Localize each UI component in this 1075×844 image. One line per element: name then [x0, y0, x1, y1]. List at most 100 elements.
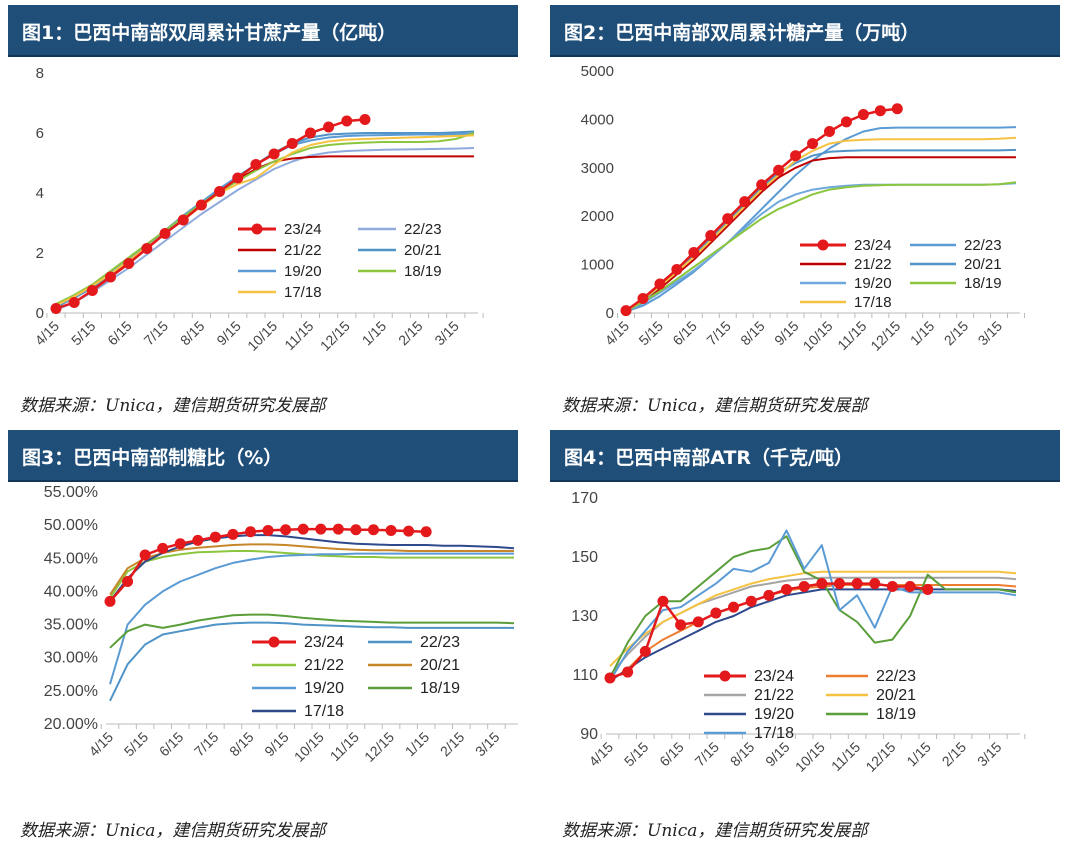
legend-label: 20/21	[876, 687, 916, 704]
data-point	[745, 595, 757, 607]
chart-title: 图2：巴西中南部双周累计糖产量（万吨）	[564, 22, 920, 44]
x-tick-label: 9/15	[771, 318, 802, 349]
x-tick-label: 4/15	[32, 318, 63, 349]
legend-label: 17/18	[304, 703, 344, 720]
y-tick-label: 8	[36, 65, 44, 82]
x-tick-label: 1/15	[359, 318, 390, 349]
x-tick-label: 2/15	[395, 318, 426, 349]
legend-label: 23/24	[754, 668, 794, 685]
x-tick-label: 4/15	[86, 729, 117, 760]
legend-label: 19/20	[854, 275, 892, 292]
y-tick-label: 6	[36, 125, 44, 142]
x-tick-label: 8/15	[727, 739, 758, 770]
data-point	[833, 578, 845, 590]
legend-label: 19/20	[284, 263, 322, 280]
data-source: 数据来源：Unica，建信期货研究发展部	[562, 821, 868, 841]
series-line	[55, 147, 475, 311]
data-point	[851, 578, 863, 590]
legend-label: 23/24	[304, 634, 344, 651]
data-point	[705, 230, 717, 242]
data-point	[637, 292, 649, 304]
data-point	[268, 148, 280, 160]
x-tick-label: 8/15	[177, 318, 208, 349]
x-tick-label: 1/15	[903, 739, 934, 770]
series-line	[609, 535, 1017, 679]
data-point	[922, 583, 934, 595]
chart-title-bar: 图1：巴西中南部双周累计甘蔗产量（亿吨）	[8, 5, 518, 57]
data-point	[122, 575, 134, 587]
chart-title-bar: 图3：巴西中南部制糖比（%）	[8, 430, 518, 482]
chart-title: 图3：巴西中南部制糖比（%）	[22, 447, 283, 469]
data-point	[262, 524, 274, 536]
y-tick-label: 170	[571, 490, 598, 507]
legend-label: 22/23	[876, 668, 916, 685]
y-tick-label: 40.00%	[44, 583, 98, 600]
legend-label: 21/22	[754, 687, 794, 704]
y-tick-label: 2000	[581, 208, 614, 225]
y-tick-label: 2	[36, 245, 44, 262]
x-tick-label: 10/15	[244, 318, 280, 354]
data-source: 数据来源：Unica，建信期货研究发展部	[562, 396, 868, 416]
x-tick-label: 7/15	[141, 318, 172, 349]
x-tick-label: 7/15	[691, 739, 722, 770]
legend-marker	[817, 239, 829, 251]
x-tick-label: 10/15	[291, 729, 327, 765]
legend-marker	[251, 223, 263, 235]
data-point	[671, 263, 683, 275]
y-tick-label: 0	[36, 305, 44, 322]
data-point	[823, 126, 835, 137]
y-tick-label: 0	[606, 305, 614, 322]
y-tick-label: 3000	[581, 160, 614, 177]
data-point	[798, 581, 810, 592]
data-point	[654, 278, 666, 290]
data-point	[104, 595, 116, 607]
x-tick-label: 8/15	[226, 729, 257, 760]
data-point	[286, 138, 298, 149]
data-point	[869, 578, 881, 590]
x-tick-label: 11/15	[828, 739, 864, 775]
x-tick-label: 12/15	[862, 739, 898, 775]
data-point	[141, 243, 153, 254]
chart-title-bar: 图2：巴西中南部双周累计糖产量（万吨）	[550, 5, 1060, 57]
y-tick-label: 20.00%	[44, 716, 98, 733]
data-point	[195, 199, 207, 211]
legend-label: 18/19	[420, 680, 460, 697]
data-point	[891, 103, 903, 115]
data-point	[739, 196, 751, 208]
legend-marker	[268, 636, 280, 648]
data-point	[123, 258, 135, 269]
x-tick-label: 2/15	[941, 318, 972, 349]
y-tick-label: 5000	[581, 63, 614, 80]
y-tick-label: 150	[571, 549, 598, 566]
series-line	[609, 570, 1017, 667]
legend-label: 20/21	[404, 242, 442, 259]
series-line	[625, 156, 1016, 312]
data-point	[209, 531, 221, 543]
x-tick-label: 10/15	[800, 318, 836, 354]
legend-label: 18/19	[964, 275, 1002, 292]
data-point	[688, 247, 700, 258]
data-point	[874, 105, 886, 117]
series-line	[109, 621, 514, 702]
data-point	[620, 305, 632, 317]
y-tick-label: 30.00%	[44, 650, 98, 667]
data-point	[105, 271, 117, 283]
x-tick-label: 1/15	[402, 729, 433, 760]
data-point	[840, 116, 852, 128]
data-point	[886, 581, 898, 592]
legend-label: 22/23	[420, 634, 460, 651]
data-point	[420, 526, 432, 538]
series-line	[625, 136, 1017, 312]
x-tick-label: 12/15	[317, 318, 353, 354]
chart-panel-2: 图2：巴西中南部双周累计糖产量（万吨） 0 1000 2000 3000 4000 500…	[550, 5, 1060, 419]
sugar-mix-chart: 20.00% 25.00% 30.00% 35.00% 40.00% 45.00% 50.0…	[44, 484, 518, 765]
data-point	[756, 179, 768, 191]
data-point	[297, 523, 309, 535]
series-line	[609, 529, 1017, 682]
series-line	[109, 552, 514, 685]
sugar-production-chart: 0 1000 2000 3000 4000 5000 4/15 5/15 6/15 7/15 8/1…	[581, 63, 1025, 354]
x-tick-label: 9/15	[261, 729, 292, 760]
chart-title-bar: 图4：巴西中南部ATR（千克/吨）	[550, 430, 1060, 482]
y-tick-label: 35.00%	[44, 617, 98, 634]
